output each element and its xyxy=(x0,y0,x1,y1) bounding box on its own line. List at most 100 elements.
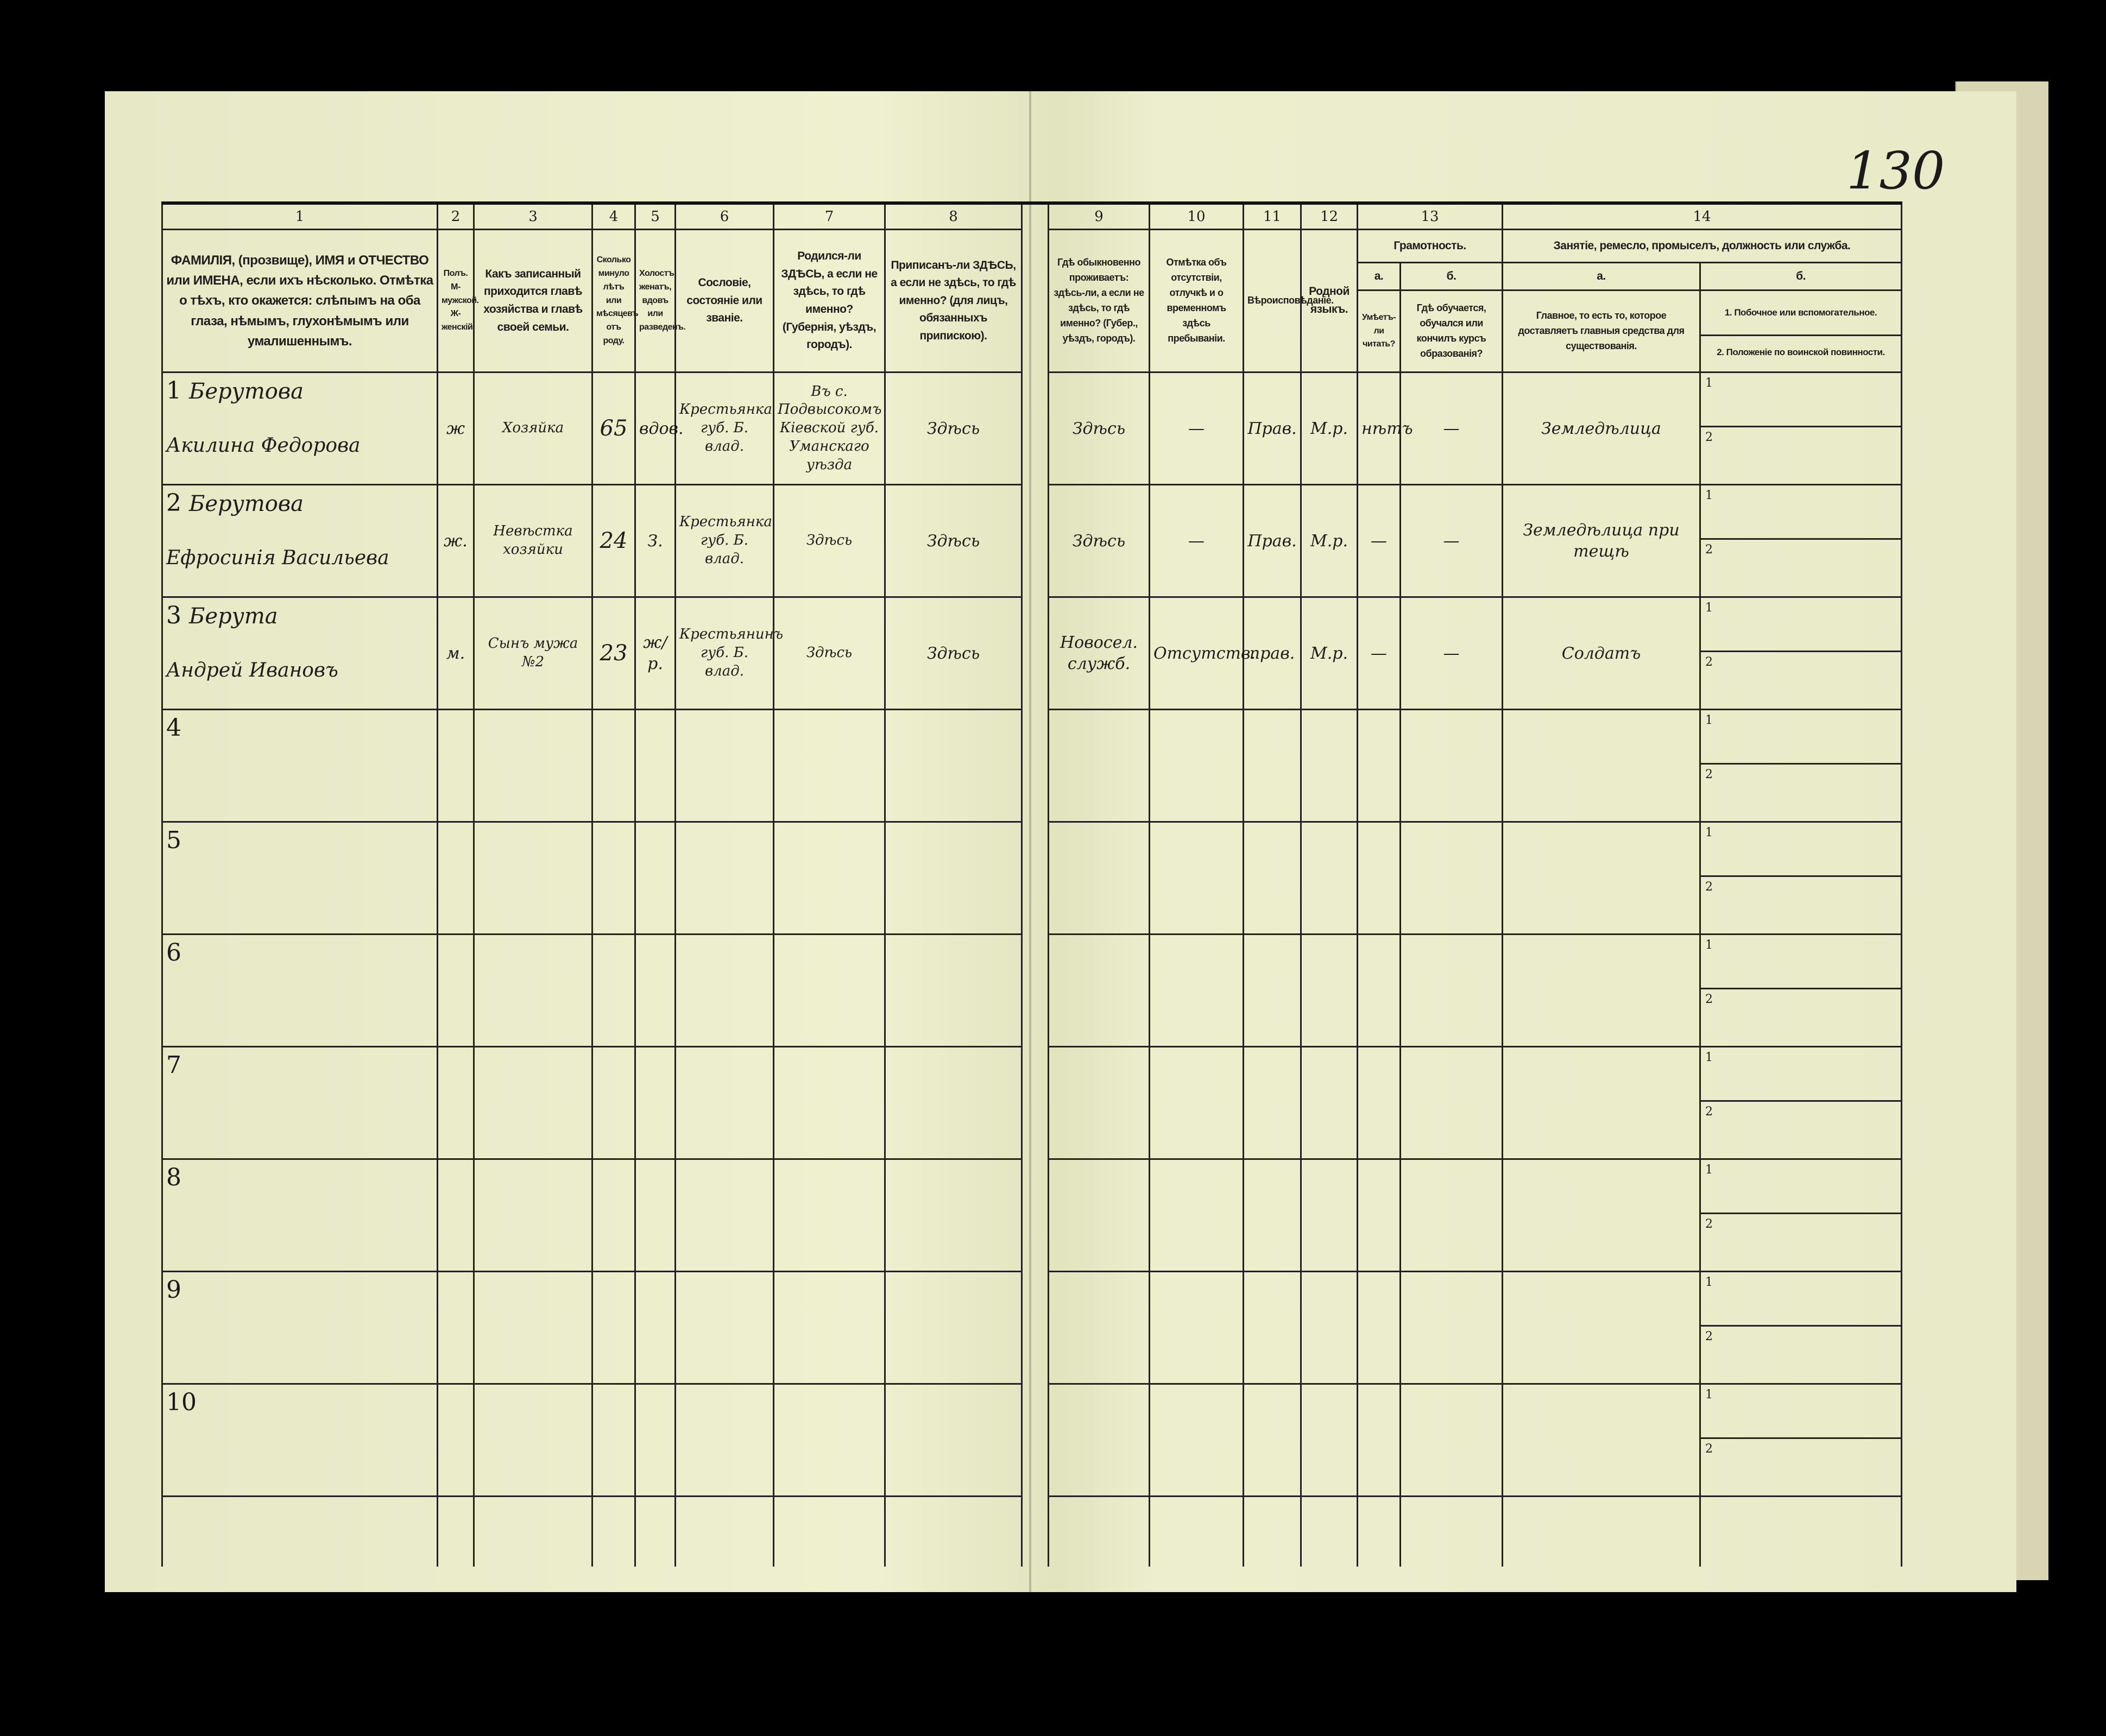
education-cell: — xyxy=(1399,596,1503,710)
slot-label: 2 xyxy=(1705,655,1713,669)
religion-cell xyxy=(1243,1158,1302,1272)
row-number: 4 xyxy=(166,714,181,742)
column-number: 6 xyxy=(674,202,774,230)
age-cell xyxy=(591,709,636,823)
estate-cell: Крестьянка губ. Б. влад. xyxy=(674,371,774,485)
slot-label: 1 xyxy=(1705,489,1713,502)
slot-label: 2 xyxy=(1705,880,1713,894)
military-status-slot: 2 xyxy=(1701,426,1901,480)
literacy-cell: — xyxy=(1357,596,1401,710)
header-row: ФАМИЛІЯ, (прозвище), ИМЯ и ОТЧЕСТВО или … xyxy=(161,229,1902,373)
empty-cell xyxy=(1048,1495,1150,1567)
absence-cell xyxy=(1149,1158,1244,1272)
estate-cell xyxy=(674,821,774,935)
education-cell xyxy=(1399,1158,1503,1272)
empty-cell xyxy=(1243,1495,1302,1567)
language-cell xyxy=(1300,709,1358,823)
sex-cell: м. xyxy=(437,596,475,710)
empty-cell xyxy=(1399,1495,1503,1567)
marital-cell xyxy=(634,1046,676,1160)
registered-cell xyxy=(884,1271,1023,1385)
empty-cell xyxy=(1357,1495,1401,1567)
religion-cell xyxy=(1243,1383,1302,1497)
header-estate: Сословіе, состояніе или званіе. xyxy=(674,229,774,373)
birthplace-cell xyxy=(773,933,886,1047)
education-cell xyxy=(1399,1383,1503,1497)
estate-cell xyxy=(674,1271,774,1385)
religion-cell: прав. xyxy=(1243,596,1302,710)
relation-cell xyxy=(473,1383,593,1497)
relation-cell xyxy=(473,1046,593,1160)
relation-cell xyxy=(473,1271,593,1385)
residence-cell xyxy=(1048,933,1150,1047)
age-cell xyxy=(591,1158,636,1272)
slot-label: 2 xyxy=(1705,1105,1713,1119)
estate-cell xyxy=(674,1158,774,1272)
surname: Берутова xyxy=(189,491,304,516)
sex-cell xyxy=(437,1046,475,1160)
row-number: 9 xyxy=(166,1276,181,1304)
side-occupation-slot: 1 xyxy=(1701,373,1901,426)
header-education: Гдѣ обучается, обучался или кончилъ курс… xyxy=(1399,289,1503,373)
birthplace-cell xyxy=(773,709,886,823)
relation-cell xyxy=(473,1158,593,1272)
side-occupation-slot: 1 xyxy=(1701,710,1901,763)
gutter-cell xyxy=(1021,822,1049,935)
military-status-slot: 2 xyxy=(1701,651,1901,705)
table-row: 2 Берутова Ефросинія Васильева ж. Невѣстка х… xyxy=(161,484,1902,598)
occupation-cell xyxy=(1502,933,1701,1047)
surname: Берутова xyxy=(189,379,304,404)
registered-cell xyxy=(884,933,1023,1047)
religion-cell xyxy=(1243,821,1302,935)
header-registered: Приписанъ-ли ЗДѢСЬ, а если не здѣсь, то … xyxy=(884,229,1023,373)
header-sex: Полъ. М-мужской. Ж-женскій. xyxy=(437,229,479,373)
birthplace-cell xyxy=(773,1383,886,1497)
given-name: Андрей Ивановъ xyxy=(166,659,338,682)
header-occupation: Занятіе, ремесло, промыселъ, должность и… xyxy=(1502,229,1902,263)
side-occupation-slot: 1 xyxy=(1701,1047,1901,1100)
slot-label: 2 xyxy=(1705,1442,1713,1456)
absence-cell xyxy=(1149,1271,1244,1385)
literacy-cell xyxy=(1357,1046,1401,1160)
name-cell: 10 xyxy=(161,1383,438,1497)
age-cell xyxy=(591,821,636,935)
header-language: Родной языкъ. xyxy=(1300,229,1358,373)
marital-cell: З. xyxy=(634,484,676,598)
gutter-cell xyxy=(1021,372,1049,485)
header-absence: Отмѣтка объ отсутствіи, отлучкѣ и о врем… xyxy=(1149,229,1244,373)
gutter-cell xyxy=(1021,1384,1049,1497)
empty-cell xyxy=(1021,1496,1049,1567)
occupation-cell xyxy=(1502,1383,1701,1497)
relation-cell: Хозяйка xyxy=(473,371,593,485)
empty-cell xyxy=(437,1495,475,1567)
literacy-cell xyxy=(1357,1383,1401,1497)
registered-cell xyxy=(884,1158,1023,1272)
header-residence: Гдѣ обыкновенно проживаетъ: здѣсь-ли, а … xyxy=(1048,229,1150,373)
age-cell: 65 xyxy=(591,371,636,485)
sex-cell xyxy=(437,1271,475,1385)
relation-cell xyxy=(473,709,593,823)
header-letter: б. xyxy=(1699,262,1902,291)
language-cell xyxy=(1300,1383,1358,1497)
age-cell xyxy=(591,1271,636,1385)
education-cell xyxy=(1399,709,1503,823)
age-cell: 24 xyxy=(591,484,636,598)
occupation-cell xyxy=(1502,1271,1701,1385)
header-main-occupation: Главное, то есть то, которое доставляетъ… xyxy=(1502,289,1701,373)
slot-label: 1 xyxy=(1705,376,1713,390)
gutter-cell xyxy=(1021,484,1049,597)
slot-label: 2 xyxy=(1705,543,1713,557)
column-number: 11 xyxy=(1243,202,1302,230)
estate-cell: Крестьянка губ. Б. влад. xyxy=(674,484,774,598)
age-cell xyxy=(591,1383,636,1497)
occupation-cell xyxy=(1502,1046,1701,1160)
birthplace-cell: Въ с. Подвысокомъ Кіевской губ. Уманскаг… xyxy=(773,371,886,485)
